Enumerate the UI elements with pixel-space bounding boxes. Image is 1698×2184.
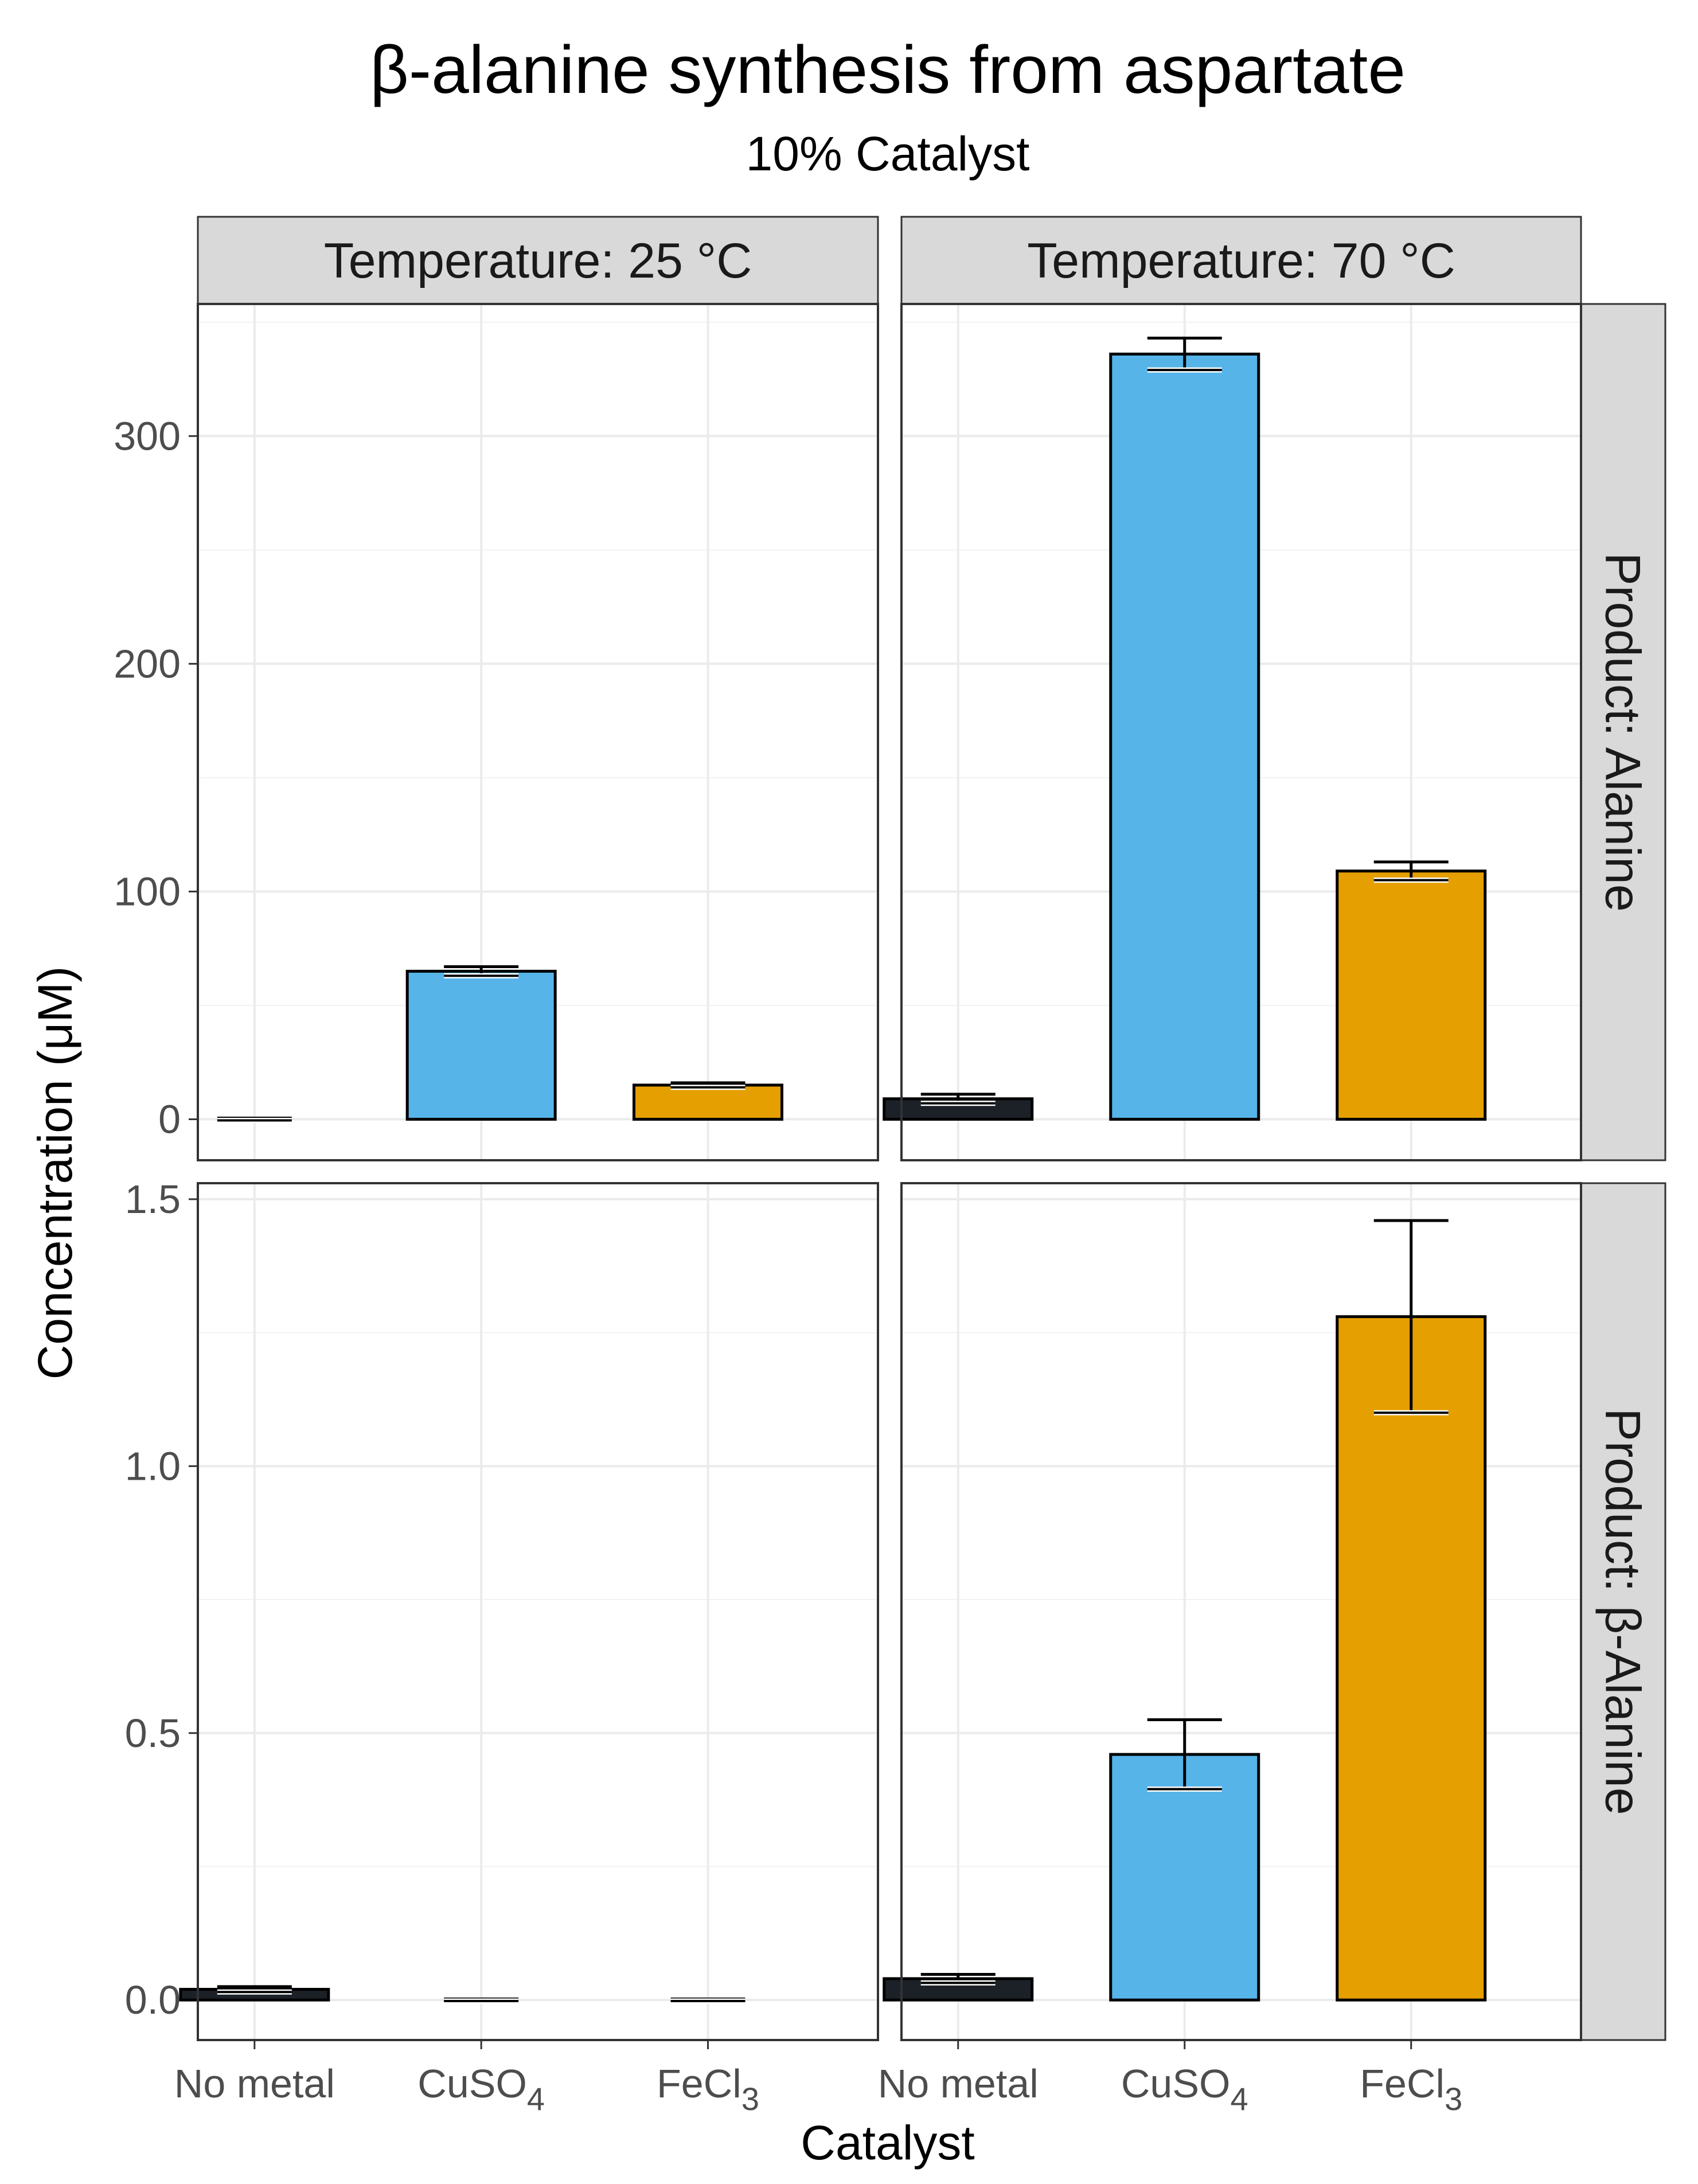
x-axis-title: Catalyst [801, 2116, 974, 2170]
row-strip-label: Product: Alanine [1595, 552, 1650, 911]
chart-title: β-alanine synthesis from aspartate [370, 32, 1406, 108]
bar-fecl [633, 1083, 783, 1121]
x-tick-label-main: CuSO [1121, 2061, 1231, 2106]
y-tick-label: 200 [114, 641, 181, 686]
bar-cuso [1109, 1753, 1260, 2002]
bar-cuso [405, 969, 557, 1121]
bar-fecl [1336, 1315, 1487, 2002]
x-tick-label: FeCl3 [657, 2061, 759, 2117]
row-strip-1 [1580, 303, 1666, 1161]
panel-border [197, 303, 879, 1161]
x-tick-label-main: FeCl [1360, 2061, 1445, 2106]
y-tick-label: 0.0 [125, 1978, 181, 2022]
row-strip-2 [1580, 1182, 1666, 2041]
x-tick-label-subscript: 4 [1230, 2081, 1248, 2117]
y-tick-label: 0.5 [125, 1711, 181, 1756]
y-tick-label: 300 [114, 414, 181, 458]
column-strip-label: Temperature: 70 °C [1027, 233, 1455, 288]
y-tick-label: 0 [158, 1097, 181, 1142]
y-tick-label: 1.5 [125, 1177, 181, 1222]
x-tick-label: CuSO4 [417, 2061, 545, 2117]
facet-panels: Temperature: 25 °C Temperature: 70 °C Prod… [114, 216, 1666, 2117]
x-tick-label-subscript: 4 [527, 2081, 545, 2117]
panel-border [197, 1182, 879, 2041]
chart-subtitle: 10% Catalyst [746, 127, 1030, 181]
panel-border [900, 303, 1582, 1161]
bar-cuso [1109, 352, 1260, 1121]
x-tick-label-subscript: 3 [1445, 2081, 1462, 2117]
y-axis-title: Concentration (μM) [28, 966, 82, 1380]
x-tick-label-main: No metal [878, 2061, 1039, 2106]
panel-border [900, 1182, 1582, 2041]
bar-fecl [1336, 869, 1487, 1121]
y-tick-label: 1.0 [125, 1444, 181, 1488]
x-tick-label: FeCl3 [1360, 2061, 1462, 2117]
x-tick-label-subscript: 3 [741, 2081, 759, 2117]
x-tick-label: No metal [174, 2061, 335, 2106]
x-tick-label-main: No metal [174, 2061, 335, 2106]
x-tick-label-main: CuSO [417, 2061, 527, 2106]
panel-background [198, 1183, 878, 2040]
column-strip-2 [900, 216, 1582, 305]
x-tick-label-main: FeCl [657, 2061, 741, 2106]
y-tick-label: 100 [114, 869, 181, 914]
row-strip-label: Product: β-Alanine [1595, 1408, 1650, 1815]
column-strip-label: Temperature: 25 °C [324, 233, 752, 288]
x-tick-label: CuSO4 [1121, 2061, 1248, 2117]
x-tick-label: No metal [878, 2061, 1039, 2106]
column-strip-1 [197, 216, 879, 305]
